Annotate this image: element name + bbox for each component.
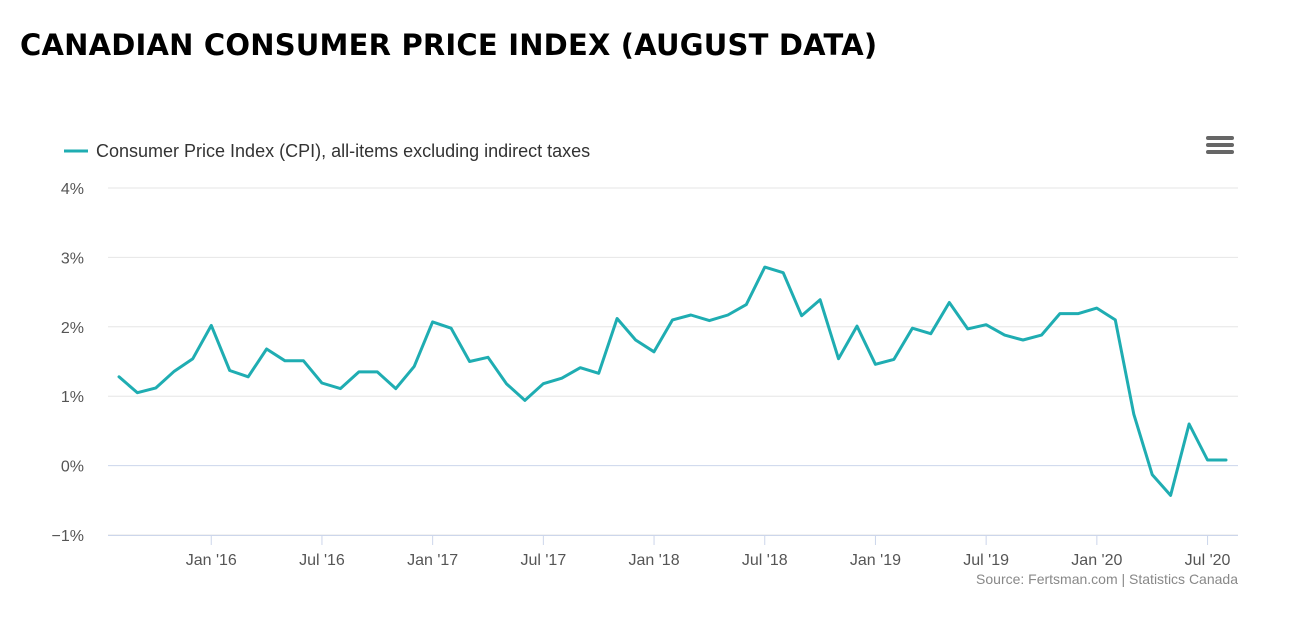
data-point[interactable] <box>890 355 898 363</box>
data-point[interactable] <box>816 296 824 304</box>
data-point[interactable] <box>761 263 769 271</box>
data-point[interactable] <box>742 301 750 309</box>
data-point[interactable] <box>539 380 547 388</box>
data-point[interactable] <box>613 314 621 322</box>
hamburger-menu-icon[interactable] <box>1205 134 1235 160</box>
data-point[interactable] <box>410 362 418 370</box>
data-point[interactable] <box>1038 331 1046 339</box>
data-point[interactable] <box>318 379 326 387</box>
x-tick-label: Jul '19 <box>963 552 1009 569</box>
data-point[interactable] <box>207 321 215 329</box>
data-point[interactable] <box>779 269 787 277</box>
data-point[interactable] <box>447 324 455 332</box>
data-point[interactable] <box>835 355 843 363</box>
data-point[interactable] <box>133 389 141 397</box>
data-point[interactable] <box>576 364 584 372</box>
data-point[interactable] <box>982 321 990 329</box>
legend[interactable]: Consumer Price Index (CPI), all-items ex… <box>64 141 590 161</box>
y-tick-label: −1% <box>52 528 84 545</box>
data-point[interactable] <box>373 368 381 376</box>
data-point[interactable] <box>964 325 972 333</box>
data-point[interactable] <box>1130 410 1138 418</box>
data-point[interactable] <box>189 355 197 363</box>
data-point[interactable] <box>1222 456 1230 464</box>
data-point[interactable] <box>115 373 123 381</box>
y-tick-label: 2% <box>61 320 84 337</box>
data-point[interactable] <box>908 324 916 332</box>
data-point[interactable] <box>927 330 935 338</box>
data-point[interactable] <box>152 384 160 392</box>
data-point[interactable] <box>1148 471 1156 479</box>
data-point[interactable] <box>705 317 713 325</box>
x-tick-label: Jul '18 <box>742 552 788 569</box>
data-point[interactable] <box>1185 420 1193 428</box>
data-point[interactable] <box>170 367 178 375</box>
axis-layer: −1% 0% 1% 2% 3% 4% Jan '16 Jul '16 Jan '17 Jul '1… <box>52 181 1238 569</box>
data-point[interactable] <box>650 348 658 356</box>
data-point[interactable] <box>300 357 308 365</box>
series-layer <box>115 263 1230 499</box>
source-credit: Source: Fertsman.com | Statistics Canada <box>976 571 1238 587</box>
data-point[interactable] <box>669 316 677 324</box>
x-tick-label: Jul '20 <box>1185 552 1231 569</box>
data-point[interactable] <box>1056 310 1064 318</box>
data-point[interactable] <box>1074 310 1082 318</box>
data-point[interactable] <box>226 367 234 375</box>
legend-label: Consumer Price Index (CPI), all-items ex… <box>96 141 590 161</box>
data-point[interactable] <box>945 299 953 307</box>
page-title: CANADIAN CONSUMER PRICE INDEX (AUGUST DA… <box>20 28 878 62</box>
data-point[interactable] <box>1001 331 1009 339</box>
data-point[interactable] <box>263 345 271 353</box>
data-point[interactable] <box>1093 304 1101 312</box>
data-point[interactable] <box>244 373 252 381</box>
x-tick-label: Jul '16 <box>299 552 345 569</box>
data-point[interactable] <box>871 360 879 368</box>
y-tick-label: 4% <box>61 181 84 198</box>
data-point[interactable] <box>336 385 344 393</box>
data-point[interactable] <box>558 374 566 382</box>
data-point[interactable] <box>853 322 861 330</box>
grid-layer <box>108 187 1238 536</box>
data-point[interactable] <box>429 318 437 326</box>
data-point[interactable] <box>595 369 603 377</box>
data-point[interactable] <box>632 336 640 344</box>
x-tick-label: Jan '16 <box>186 552 237 569</box>
y-tick-label: 3% <box>61 250 84 267</box>
x-tick-label: Jan '20 <box>1071 552 1122 569</box>
data-point[interactable] <box>1167 491 1175 499</box>
x-tick-label: Jan '19 <box>850 552 901 569</box>
x-tick-label: Jan '18 <box>629 552 680 569</box>
y-tick-label: 1% <box>61 389 84 406</box>
x-tick-label: Jan '17 <box>407 552 458 569</box>
data-point[interactable] <box>521 396 529 404</box>
data-point[interactable] <box>1111 316 1119 324</box>
series-line-cpi[interactable] <box>117 265 1228 497</box>
x-tick-label: Jul '17 <box>520 552 566 569</box>
data-point[interactable] <box>355 368 363 376</box>
data-point[interactable] <box>392 385 400 393</box>
data-point[interactable] <box>1019 336 1027 344</box>
data-point[interactable] <box>798 312 806 320</box>
data-point[interactable] <box>281 357 289 365</box>
data-point[interactable] <box>466 358 474 366</box>
data-point[interactable] <box>724 311 732 319</box>
y-tick-label: 0% <box>61 459 84 476</box>
data-point[interactable] <box>484 353 492 361</box>
data-point[interactable] <box>1204 456 1212 464</box>
data-point[interactable] <box>687 311 695 319</box>
data-point[interactable] <box>502 380 510 388</box>
